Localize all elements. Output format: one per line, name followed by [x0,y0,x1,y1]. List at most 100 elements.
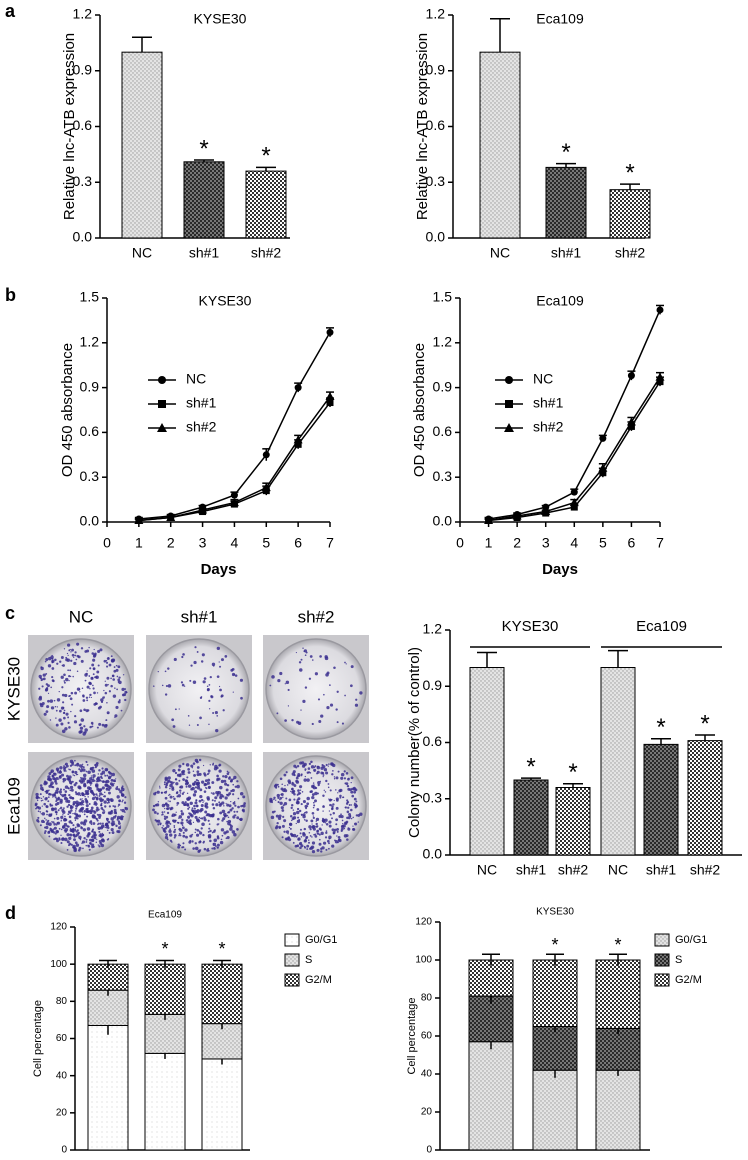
colony [115,664,118,667]
colony [334,839,336,842]
colony [309,655,313,658]
colony [54,792,57,795]
colony [234,785,237,788]
colony [64,785,69,789]
legend-label: sh#1 [186,395,217,411]
colony [91,725,94,728]
colony [123,693,127,697]
colony [303,827,307,831]
colony [79,838,82,841]
colony [312,801,315,804]
colony [160,791,164,794]
colony [177,768,181,772]
colony [115,705,119,710]
bar-segment [595,959,641,1029]
colony [281,809,285,812]
colony [346,799,349,802]
colony [97,773,100,775]
colony [55,723,59,727]
colony [325,830,328,832]
colony [69,675,72,678]
colony [317,698,321,701]
colony [189,679,192,682]
colony [325,848,328,851]
x-tick-label: 3 [199,535,207,551]
colony [281,783,283,786]
marker [655,372,665,381]
colony [180,821,184,825]
colony [312,816,315,819]
colony [296,793,299,796]
colony [74,715,77,718]
colony [279,801,283,805]
colony [216,823,219,826]
colony [186,776,189,779]
colony [222,709,225,712]
colony [78,846,82,850]
colony [188,724,191,726]
colony [180,681,184,684]
colony [63,648,66,650]
colony [343,827,346,830]
colony [87,709,90,712]
colony [296,800,300,805]
chart-title: KYSE30 [536,907,574,918]
colony [51,774,55,778]
colony [98,830,101,833]
colony [88,682,92,686]
error-bar [132,36,152,53]
colony [181,801,185,805]
colony [354,805,358,808]
colony [223,805,225,807]
colony [106,774,109,777]
colony [178,779,181,782]
colony [96,670,100,674]
colony [167,776,171,780]
colony [108,805,112,808]
colony [232,783,235,786]
colony [292,812,297,816]
colony [172,819,175,823]
colony [73,661,77,666]
colony [179,786,182,789]
colony [60,656,64,659]
colony [193,790,198,794]
colony [107,838,110,840]
colony [51,821,53,823]
colony [220,779,225,784]
colony [284,683,286,685]
colony [228,776,231,780]
colony [198,849,201,852]
colony [86,685,90,689]
colony [329,798,332,802]
colony [95,702,98,705]
colony [236,810,239,813]
colony [280,806,284,810]
colony [170,806,174,810]
colony [35,807,37,810]
colony [203,847,207,851]
bar-segment [87,963,129,991]
colony [75,763,80,767]
colony [49,803,51,805]
colony [336,835,338,837]
colony [174,778,178,781]
bar [609,189,651,239]
colony [173,813,177,817]
colony [304,839,307,842]
colony [201,653,205,657]
colony [69,697,73,701]
colony [202,680,206,684]
colony [300,773,303,776]
colony [44,790,47,793]
colony [104,691,108,695]
colony [212,712,215,715]
colony [104,774,107,777]
colony [101,786,105,790]
colony [94,802,98,806]
colony [78,768,81,771]
colony [310,790,313,793]
chart-title: Eca109 [536,293,584,309]
colony [174,708,177,711]
